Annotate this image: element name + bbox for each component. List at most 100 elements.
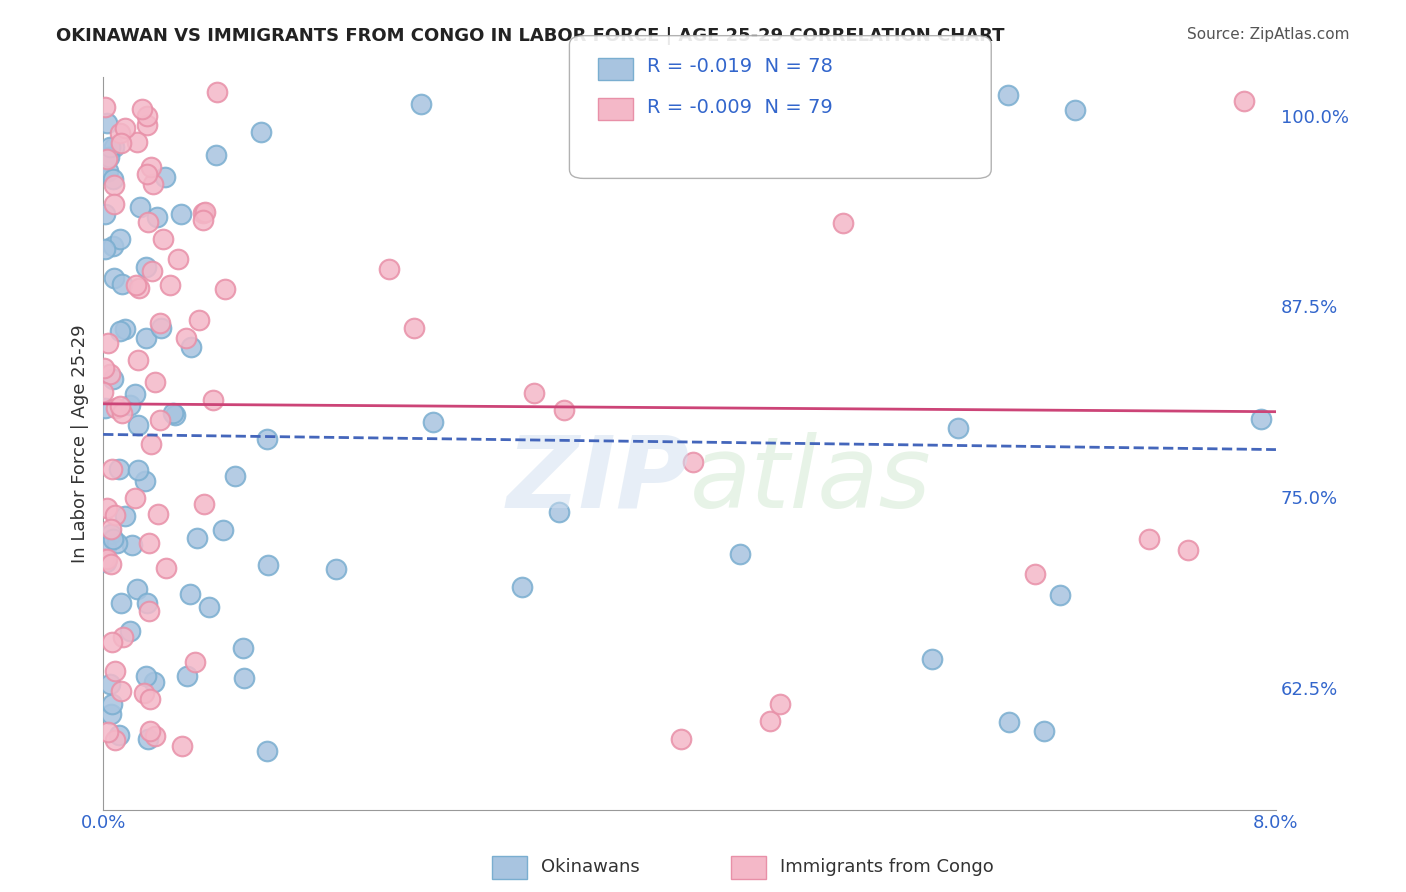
Point [176,669,198,683]
Point [101,238,124,252]
Text: Source: ZipAtlas.com: Source: ZipAtlas.com [1187,27,1350,42]
Point [142,177,165,191]
Point [159,278,181,293]
Point [108,728,131,742]
Point [100,557,122,571]
Point [149,412,172,426]
Point [233,672,256,686]
Point [139,691,162,706]
Point [205,85,228,99]
Point [114,322,136,336]
Point [143,376,166,390]
Text: R = -0.009  N = 79: R = -0.009 N = 79 [647,97,832,117]
Point [124,491,146,505]
Point [120,624,142,638]
Point [96,152,118,166]
Point [135,331,157,345]
Point [193,206,215,220]
Text: Okinawans: Okinawans [541,858,640,876]
Point [510,580,533,594]
Point [98,139,121,153]
Point [100,522,122,536]
Point [197,600,219,615]
Point [146,210,169,224]
Point [136,596,159,610]
Point [134,686,156,700]
Point [1033,724,1056,739]
Point [153,169,176,184]
Point [201,392,224,407]
Point [422,416,444,430]
Point [125,582,148,596]
Point [257,558,280,572]
Point [997,87,1019,102]
Point [378,261,401,276]
Point [191,213,214,227]
Point [553,402,575,417]
Point [101,698,124,712]
Point [114,508,136,523]
Point [179,587,201,601]
Point [946,420,969,434]
Point [523,386,546,401]
Point [108,126,131,140]
Point [176,331,198,345]
Point [548,505,571,519]
Point [232,640,254,655]
Point [1250,412,1272,426]
Point [758,714,780,729]
Point [669,732,692,747]
Point [97,336,120,351]
Point [180,340,202,354]
Point [108,232,131,246]
Point [143,675,166,690]
Text: OKINAWAN VS IMMIGRANTS FROM CONGO IN LABOR FORCE | AGE 25-29 CORRELATION CHART: OKINAWAN VS IMMIGRANTS FROM CONGO IN LAB… [56,27,1005,45]
Point [101,372,124,386]
Point [250,125,273,139]
Point [97,725,120,739]
Point [131,103,153,117]
Point [998,714,1021,729]
Point [138,604,160,618]
Point [149,321,172,335]
Point [100,527,122,541]
Point [108,462,131,476]
Point [224,469,246,483]
Point [134,474,156,488]
Point [169,207,191,221]
Point [111,406,134,420]
Point [256,744,278,758]
Point [162,406,184,420]
Point [136,215,159,229]
Point [104,732,127,747]
Point [93,551,115,566]
Text: atlas: atlas [689,432,931,529]
Point [127,352,149,367]
Point [141,264,163,278]
Point [1233,95,1256,109]
Point [124,387,146,401]
Point [186,531,208,545]
Point [149,316,172,330]
Point [211,523,233,537]
Point [155,560,177,574]
Point [143,729,166,743]
Point [96,555,118,569]
Point [404,321,426,335]
Point [98,367,121,381]
Point [136,109,159,123]
Point [127,417,149,432]
Point [129,200,152,214]
Point [101,462,124,476]
Point [110,684,132,698]
Point [135,260,157,274]
Point [167,252,190,266]
Point [103,197,125,211]
Point [214,282,236,296]
Point [769,697,792,711]
Point [97,164,120,178]
Point [94,541,117,555]
Point [172,739,194,753]
Point [193,497,215,511]
Point [110,277,132,292]
